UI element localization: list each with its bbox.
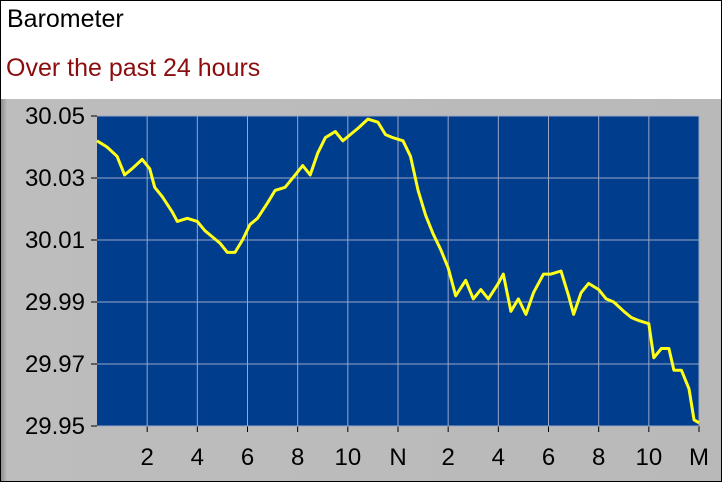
y-tick-label: 30.05 <box>25 103 85 130</box>
y-tick-label: 30.03 <box>25 165 85 192</box>
y-tick-label: 29.95 <box>25 413 85 440</box>
y-tick-label: 29.97 <box>25 351 85 378</box>
x-tick-label: 2 <box>441 444 454 471</box>
x-tick-label: 10 <box>334 444 361 471</box>
chart-subtitle: Over the past 24 hours <box>6 54 261 82</box>
x-tick-label: M <box>689 444 709 471</box>
x-tick-label: 8 <box>291 444 304 471</box>
y-tick-label: 30.01 <box>25 227 85 254</box>
x-tick-label: 6 <box>542 444 555 471</box>
y-tick-label: 29.99 <box>25 289 85 316</box>
x-tick-label: 6 <box>241 444 254 471</box>
chart-title: Barometer <box>7 5 124 33</box>
x-tick-label: 2 <box>140 444 153 471</box>
x-tick-label: 4 <box>492 444 505 471</box>
pressure-line <box>96 117 700 425</box>
x-tick-label: 10 <box>635 444 662 471</box>
x-tick-label: N <box>389 444 406 471</box>
x-tick-label: 4 <box>191 444 204 471</box>
x-tick-label: 8 <box>592 444 605 471</box>
